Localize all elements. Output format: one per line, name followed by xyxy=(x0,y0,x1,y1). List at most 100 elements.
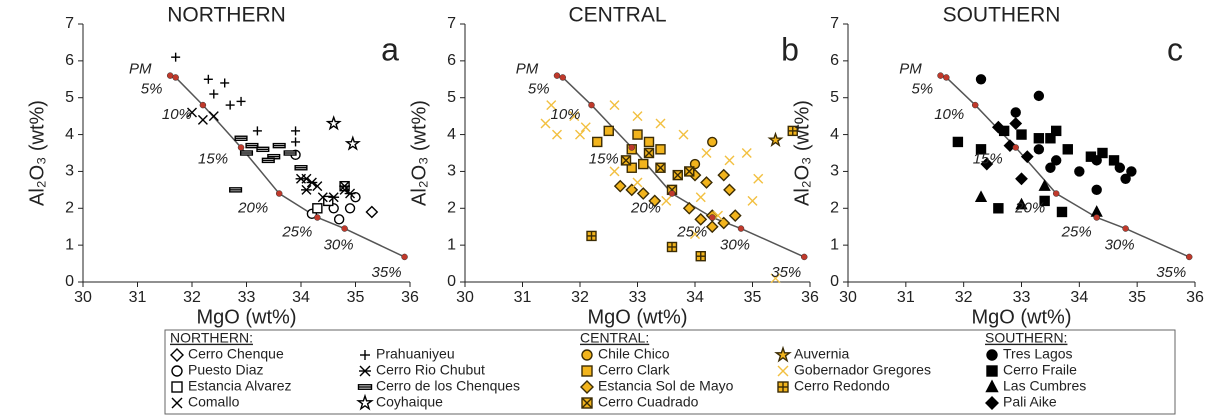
melt-point xyxy=(943,74,950,81)
legend-label: Tres Lagos xyxy=(1003,346,1073,362)
x-tick-label: 33 xyxy=(238,289,256,306)
data-point xyxy=(661,195,672,206)
legend-title: SOUTHERN: xyxy=(985,330,1067,346)
legend-label: Coyhaique xyxy=(376,394,443,410)
data-point xyxy=(1038,179,1051,191)
y-tick-label: 6 xyxy=(65,52,74,69)
marker-circle xyxy=(1126,166,1137,177)
marker-star xyxy=(356,393,374,411)
melt-label: PM xyxy=(899,61,922,78)
data-point xyxy=(291,137,301,147)
marker-diamond xyxy=(985,396,999,410)
data-point xyxy=(975,74,987,85)
data-point xyxy=(580,122,591,133)
melt-label: 10% xyxy=(550,106,580,123)
data-point xyxy=(1009,117,1023,130)
y-axis-label: Al₂O₃ (wt%) xyxy=(26,100,48,206)
data-point xyxy=(1015,172,1028,186)
marker-circle xyxy=(1033,144,1045,155)
melt-label: 15% xyxy=(198,150,228,167)
data-point xyxy=(592,136,603,148)
data-point xyxy=(655,118,666,129)
marker-diamond xyxy=(700,176,713,189)
legend-marker xyxy=(774,345,792,363)
melt-point xyxy=(275,190,283,197)
melt-label: 25% xyxy=(676,223,707,240)
legend-label: Pali Aike xyxy=(1003,394,1057,410)
data-point xyxy=(1056,206,1068,218)
x-tick-label: 35 xyxy=(347,289,365,306)
panel-label: a xyxy=(381,31,399,67)
marker-stroke xyxy=(540,118,551,129)
data-point xyxy=(256,146,270,153)
melt-label: 20% xyxy=(1014,200,1045,217)
y-tick-label: 7 xyxy=(65,15,74,32)
y-tick-label: 6 xyxy=(830,52,839,69)
melt-label: 5% xyxy=(911,80,933,97)
marker-diamond xyxy=(991,120,1005,134)
data-point xyxy=(678,129,689,140)
legend-marker xyxy=(777,365,789,377)
marker-triangle xyxy=(974,190,988,202)
legend-marker xyxy=(359,365,371,377)
data-point xyxy=(632,111,643,122)
marker-stroke xyxy=(741,148,752,158)
marker-diamond xyxy=(717,168,731,182)
data-point xyxy=(197,114,208,125)
melt-point xyxy=(709,214,716,221)
x-axis-label: MgO (wt%) xyxy=(197,306,297,328)
data-point xyxy=(220,78,230,88)
data-point xyxy=(239,150,254,156)
marker-stroke xyxy=(569,111,580,122)
melt-point xyxy=(1122,225,1129,232)
legend-label: Chile Chico xyxy=(598,346,670,362)
x-tick-label: 34 xyxy=(686,289,704,306)
y-tick-label: 6 xyxy=(447,52,456,69)
legend-label: Cerro Rio Chubut xyxy=(376,362,485,378)
marker-diamond xyxy=(625,183,639,197)
data-point xyxy=(717,168,731,182)
data-point xyxy=(747,195,758,206)
x-tick-label: 36 xyxy=(801,289,819,306)
melt-label: 30% xyxy=(720,237,750,254)
marker-circle xyxy=(707,136,718,148)
legend-title: CENTRAL: xyxy=(580,330,649,346)
chart-title: CENTRAL xyxy=(568,4,666,27)
x-tick-label: 30 xyxy=(74,289,92,306)
marker-triangle xyxy=(1038,179,1051,191)
data-point xyxy=(295,173,307,184)
data-point xyxy=(1097,147,1108,159)
marker-stroke xyxy=(684,166,695,177)
data-point xyxy=(203,74,213,84)
legend-label: Cerro de los Chenques xyxy=(376,378,520,394)
data-point xyxy=(252,126,262,136)
marker-square xyxy=(1097,147,1108,159)
marker-square xyxy=(323,195,334,207)
legend-box xyxy=(164,329,1176,415)
marker-stroke xyxy=(777,365,789,377)
legend-marker xyxy=(986,349,998,361)
marker-stroke xyxy=(678,129,689,140)
melt-point xyxy=(172,74,179,81)
panel-label: c xyxy=(1167,31,1183,67)
marker-square xyxy=(312,203,323,214)
marker-stroke xyxy=(171,397,183,409)
marker-square xyxy=(986,365,998,377)
marker-stroke xyxy=(655,162,666,173)
legend-marker xyxy=(356,393,374,411)
data-point xyxy=(261,157,275,164)
marker-stroke xyxy=(655,118,666,129)
data-point xyxy=(272,142,286,149)
data-point xyxy=(1045,133,1056,144)
melt-point xyxy=(737,225,745,232)
y-tick-label: 7 xyxy=(830,15,839,32)
legend-label: Puesto Diaz xyxy=(188,362,263,378)
marker-stroke xyxy=(724,155,735,166)
y-tick-label: 3 xyxy=(830,163,839,180)
data-point xyxy=(245,142,259,149)
marker-diamond xyxy=(1015,172,1028,186)
melt-point xyxy=(401,253,408,261)
melt-point xyxy=(341,225,348,232)
data-point xyxy=(1120,173,1131,185)
